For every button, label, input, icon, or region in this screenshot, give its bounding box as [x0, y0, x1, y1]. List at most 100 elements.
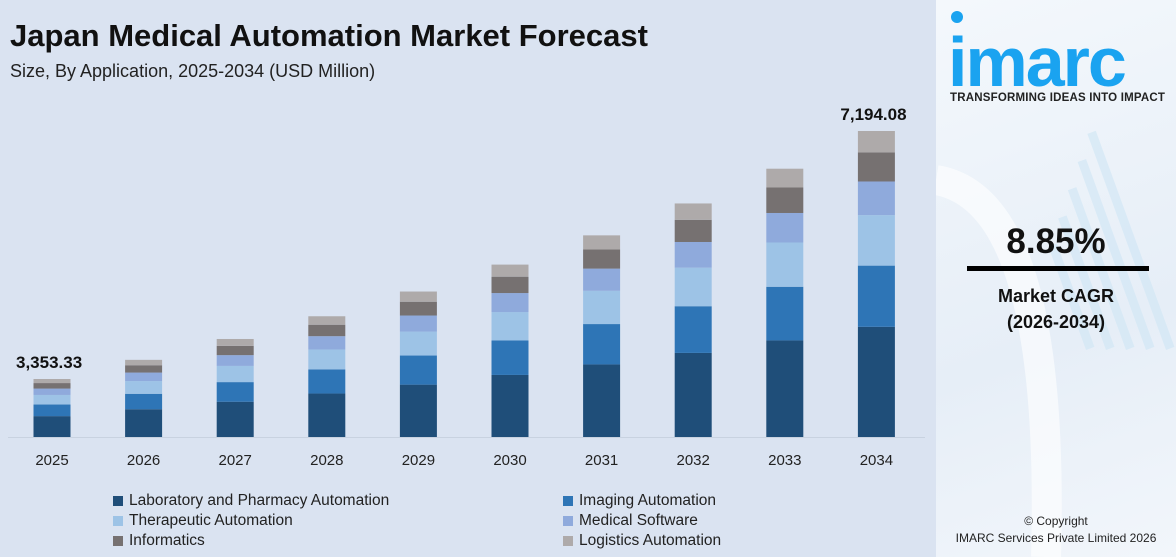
x-tick-label: 2031 [585, 452, 618, 469]
bar-segment [857, 215, 895, 266]
legend-label: Medical Software [579, 512, 698, 529]
x-tick-label: 2030 [493, 452, 526, 469]
x-tick-label: 2032 [677, 452, 710, 469]
bar-segment [33, 404, 71, 417]
x-tick-label: 2025 [35, 452, 68, 469]
cagr-label: Market CAGR (2026-2034) [936, 283, 1176, 335]
bar-segment [857, 326, 895, 437]
side-panel: imarc TRANSFORMING IDEAS INTO IMPACT 8.8… [936, 0, 1176, 557]
bar-segment [766, 340, 804, 437]
bar-segment [766, 212, 804, 243]
bar-segment [491, 276, 529, 294]
chart-subtitle: Size, By Application, 2025-2034 (USD Mil… [10, 61, 376, 81]
bar-segment [308, 369, 346, 394]
bar-segment [308, 336, 346, 350]
bar-segment [308, 393, 346, 437]
imarc-logo: imarc [948, 11, 1127, 90]
bar-segment [766, 168, 804, 188]
bar-segment [399, 331, 437, 356]
bar-segment [857, 181, 895, 216]
svg-text:imarc: imarc [948, 23, 1125, 90]
bar-segment [674, 267, 712, 307]
bar-segment [674, 352, 712, 437]
legend-item: Therapeutic Automation [113, 512, 563, 530]
bar-segment [766, 242, 804, 287]
legend-item: Medical Software [563, 512, 833, 530]
cagr-value: 8.85% [1006, 222, 1106, 261]
bar-segment [125, 365, 163, 373]
bar-segment [857, 131, 895, 153]
x-tick-label: 2029 [402, 452, 435, 469]
chart-panel: Japan Medical Automation Market Forecast… [8, 18, 925, 550]
bar-segment [674, 241, 712, 268]
legend: Laboratory and Pharmacy Automation Imagin… [113, 492, 833, 550]
bar-segment [216, 382, 254, 402]
bar-segment [216, 345, 254, 356]
bar-segment [857, 265, 895, 327]
bar-segment [766, 187, 804, 213]
legend-item: Imaging Automation [563, 492, 833, 510]
legend-item: Logistics Automation [563, 532, 833, 550]
legend-swatch [563, 516, 573, 526]
x-tick-label: 2034 [860, 452, 893, 469]
bar-segment [491, 340, 529, 375]
bar-segment [674, 306, 712, 353]
bar-segment [125, 409, 163, 437]
legend-label: Logistics Automation [579, 532, 722, 549]
bar-segment [216, 401, 254, 437]
bar-segment [308, 316, 346, 325]
bar-segment [125, 359, 163, 366]
bar-segment [491, 264, 529, 277]
x-tick-label: 2027 [219, 452, 252, 469]
legend-swatch [113, 516, 123, 526]
tagline: TRANSFORMING IDEAS INTO IMPACT [950, 92, 1166, 104]
cagr-label-text: Market CAGR [997, 286, 1115, 306]
chart-title: Japan Medical Automation Market Forecast [10, 18, 648, 53]
bar-segment [583, 235, 621, 250]
legend-swatch [563, 496, 573, 506]
x-tick-label: 2028 [310, 452, 343, 469]
bar-segment [491, 293, 529, 313]
bar-segment [857, 152, 895, 182]
stacked-bar-chart: 2025 2026 2027 2028 2029 2030 2031 2032 2033 2034… [8, 105, 925, 469]
legend-label: Imaging Automation [579, 492, 717, 509]
bar-segment [33, 383, 71, 389]
bar-segment [674, 203, 712, 220]
copyright: © Copyright IMARC Services Private Limite… [936, 513, 1176, 547]
bar-segment [583, 364, 621, 437]
bar-segment [399, 301, 437, 316]
bar-segment [583, 324, 621, 365]
legend-swatch [563, 536, 573, 546]
bar-segment [125, 381, 163, 394]
x-tick-label: 2033 [768, 452, 801, 469]
bar-segment [583, 249, 621, 269]
bar-segment [33, 388, 71, 395]
legend-item: Informatics [113, 532, 563, 550]
bar-segment [33, 416, 71, 437]
bar-segment [125, 393, 163, 410]
bar-segment [33, 394, 71, 405]
x-tick-label: 2026 [127, 452, 160, 469]
bar-segment [216, 365, 254, 383]
data-label: 3,353.33 [16, 353, 82, 372]
copyright-text: © Copyright [1024, 514, 1088, 528]
legend-label: Therapeutic Automation [129, 512, 293, 529]
bar-segment [399, 384, 437, 437]
bar-segment [491, 374, 529, 437]
bar-segment [399, 315, 437, 332]
bar-segment [216, 355, 254, 366]
bar-segment [583, 268, 621, 291]
legend-swatch [113, 536, 123, 546]
divider [967, 266, 1149, 271]
bar-segment [308, 349, 346, 370]
legend-item: Laboratory and Pharmacy Automation [113, 492, 563, 510]
legend-swatch [113, 496, 123, 506]
bar-segment [216, 338, 254, 346]
bar-segment [399, 291, 437, 302]
bar-segment [766, 286, 804, 341]
bar-segment [33, 379, 71, 384]
legend-label: Laboratory and Pharmacy Automation [129, 492, 390, 509]
bar-segment [399, 355, 437, 385]
company-name: IMARC Services Private Limited 2026 [955, 531, 1157, 545]
bar-segment [125, 372, 163, 382]
